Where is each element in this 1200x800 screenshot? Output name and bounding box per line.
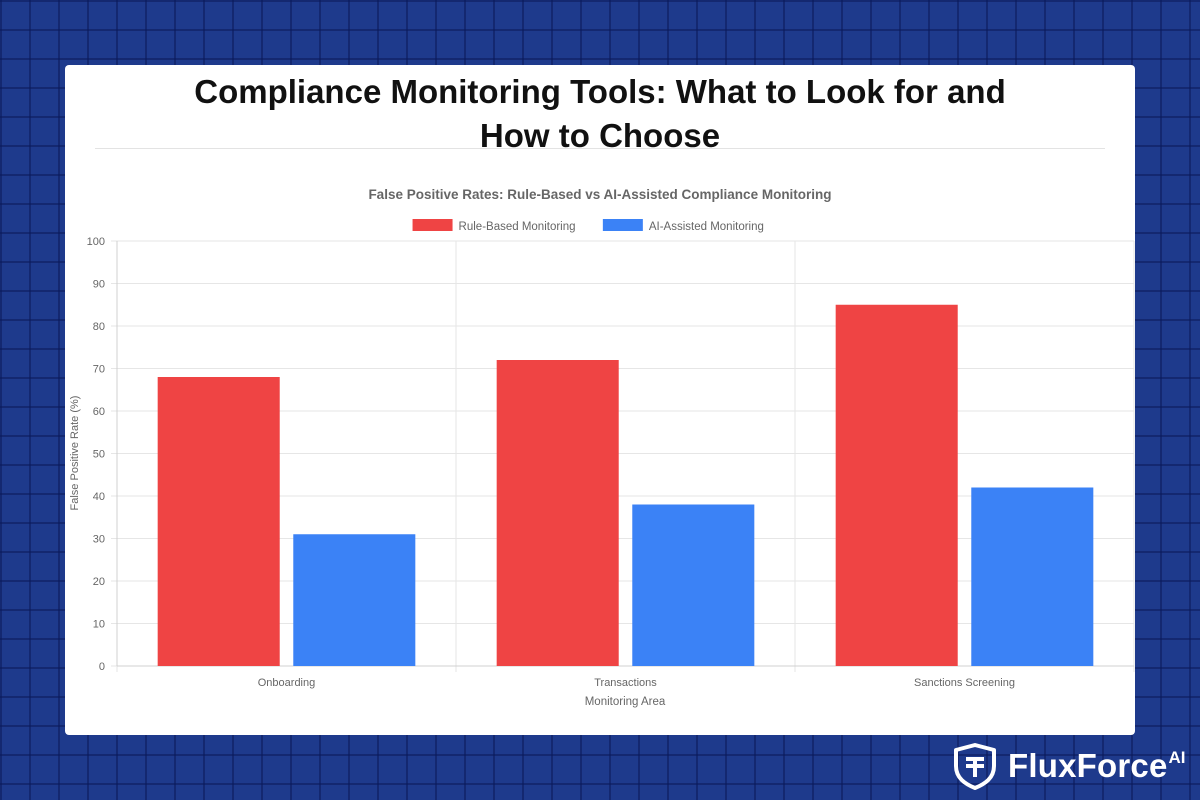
title-divider: [95, 148, 1105, 149]
legend-swatch-1: [412, 219, 453, 231]
y-tick-label: 80: [93, 321, 105, 333]
page-title-line-2: How to Choose: [479, 117, 721, 154]
y-tick-label: 70: [93, 364, 105, 376]
y-tick-label: 60: [93, 406, 105, 418]
y-tick-label: 50: [93, 449, 105, 461]
y-tick-label: 30: [93, 534, 105, 546]
x-tick-label: Sanctions Screening: [914, 677, 1015, 689]
y-tick-label: 40: [93, 491, 105, 503]
page-title-line-1: Compliance Monitoring Tools: What to Loo…: [194, 73, 1006, 110]
bar-rule-based-1: [157, 377, 280, 666]
brand-superscript: AI: [1168, 748, 1186, 767]
brand-name: FluxForce: [1008, 747, 1168, 784]
legend-swatch-2: [602, 219, 643, 231]
y-tick-label: 100: [87, 236, 105, 248]
legend-label-1: Rule-Based Monitoring: [459, 221, 576, 233]
bar-ai-assisted-2: [632, 504, 755, 666]
bar-ai-assisted-3: [971, 487, 1094, 666]
x-tick-label: Onboarding: [258, 677, 316, 689]
bar-rule-based-2: [496, 360, 619, 666]
bar-ai-assisted-1: [293, 534, 416, 666]
shield-logo-icon: [954, 743, 996, 790]
y-tick-label: 10: [93, 619, 105, 631]
bar-rule-based-3: [835, 304, 958, 666]
page-title: Compliance Monitoring Tools: What to Loo…: [0, 70, 1200, 158]
legend-label-2: AI-Assisted Monitoring: [649, 221, 764, 233]
y-tick-label: 20: [93, 576, 105, 588]
x-axis-title: Monitoring Area: [585, 696, 666, 708]
y-tick-label: 0: [99, 661, 105, 673]
y-tick-label: 90: [93, 279, 105, 291]
chart-title: False Positive Rates: Rule-Based vs AI-A…: [368, 187, 831, 202]
brand-logo: FluxForce AI: [952, 742, 1186, 790]
x-tick-label: Transactions: [594, 677, 657, 689]
y-axis-title: False Positive Rate (%): [69, 396, 81, 511]
